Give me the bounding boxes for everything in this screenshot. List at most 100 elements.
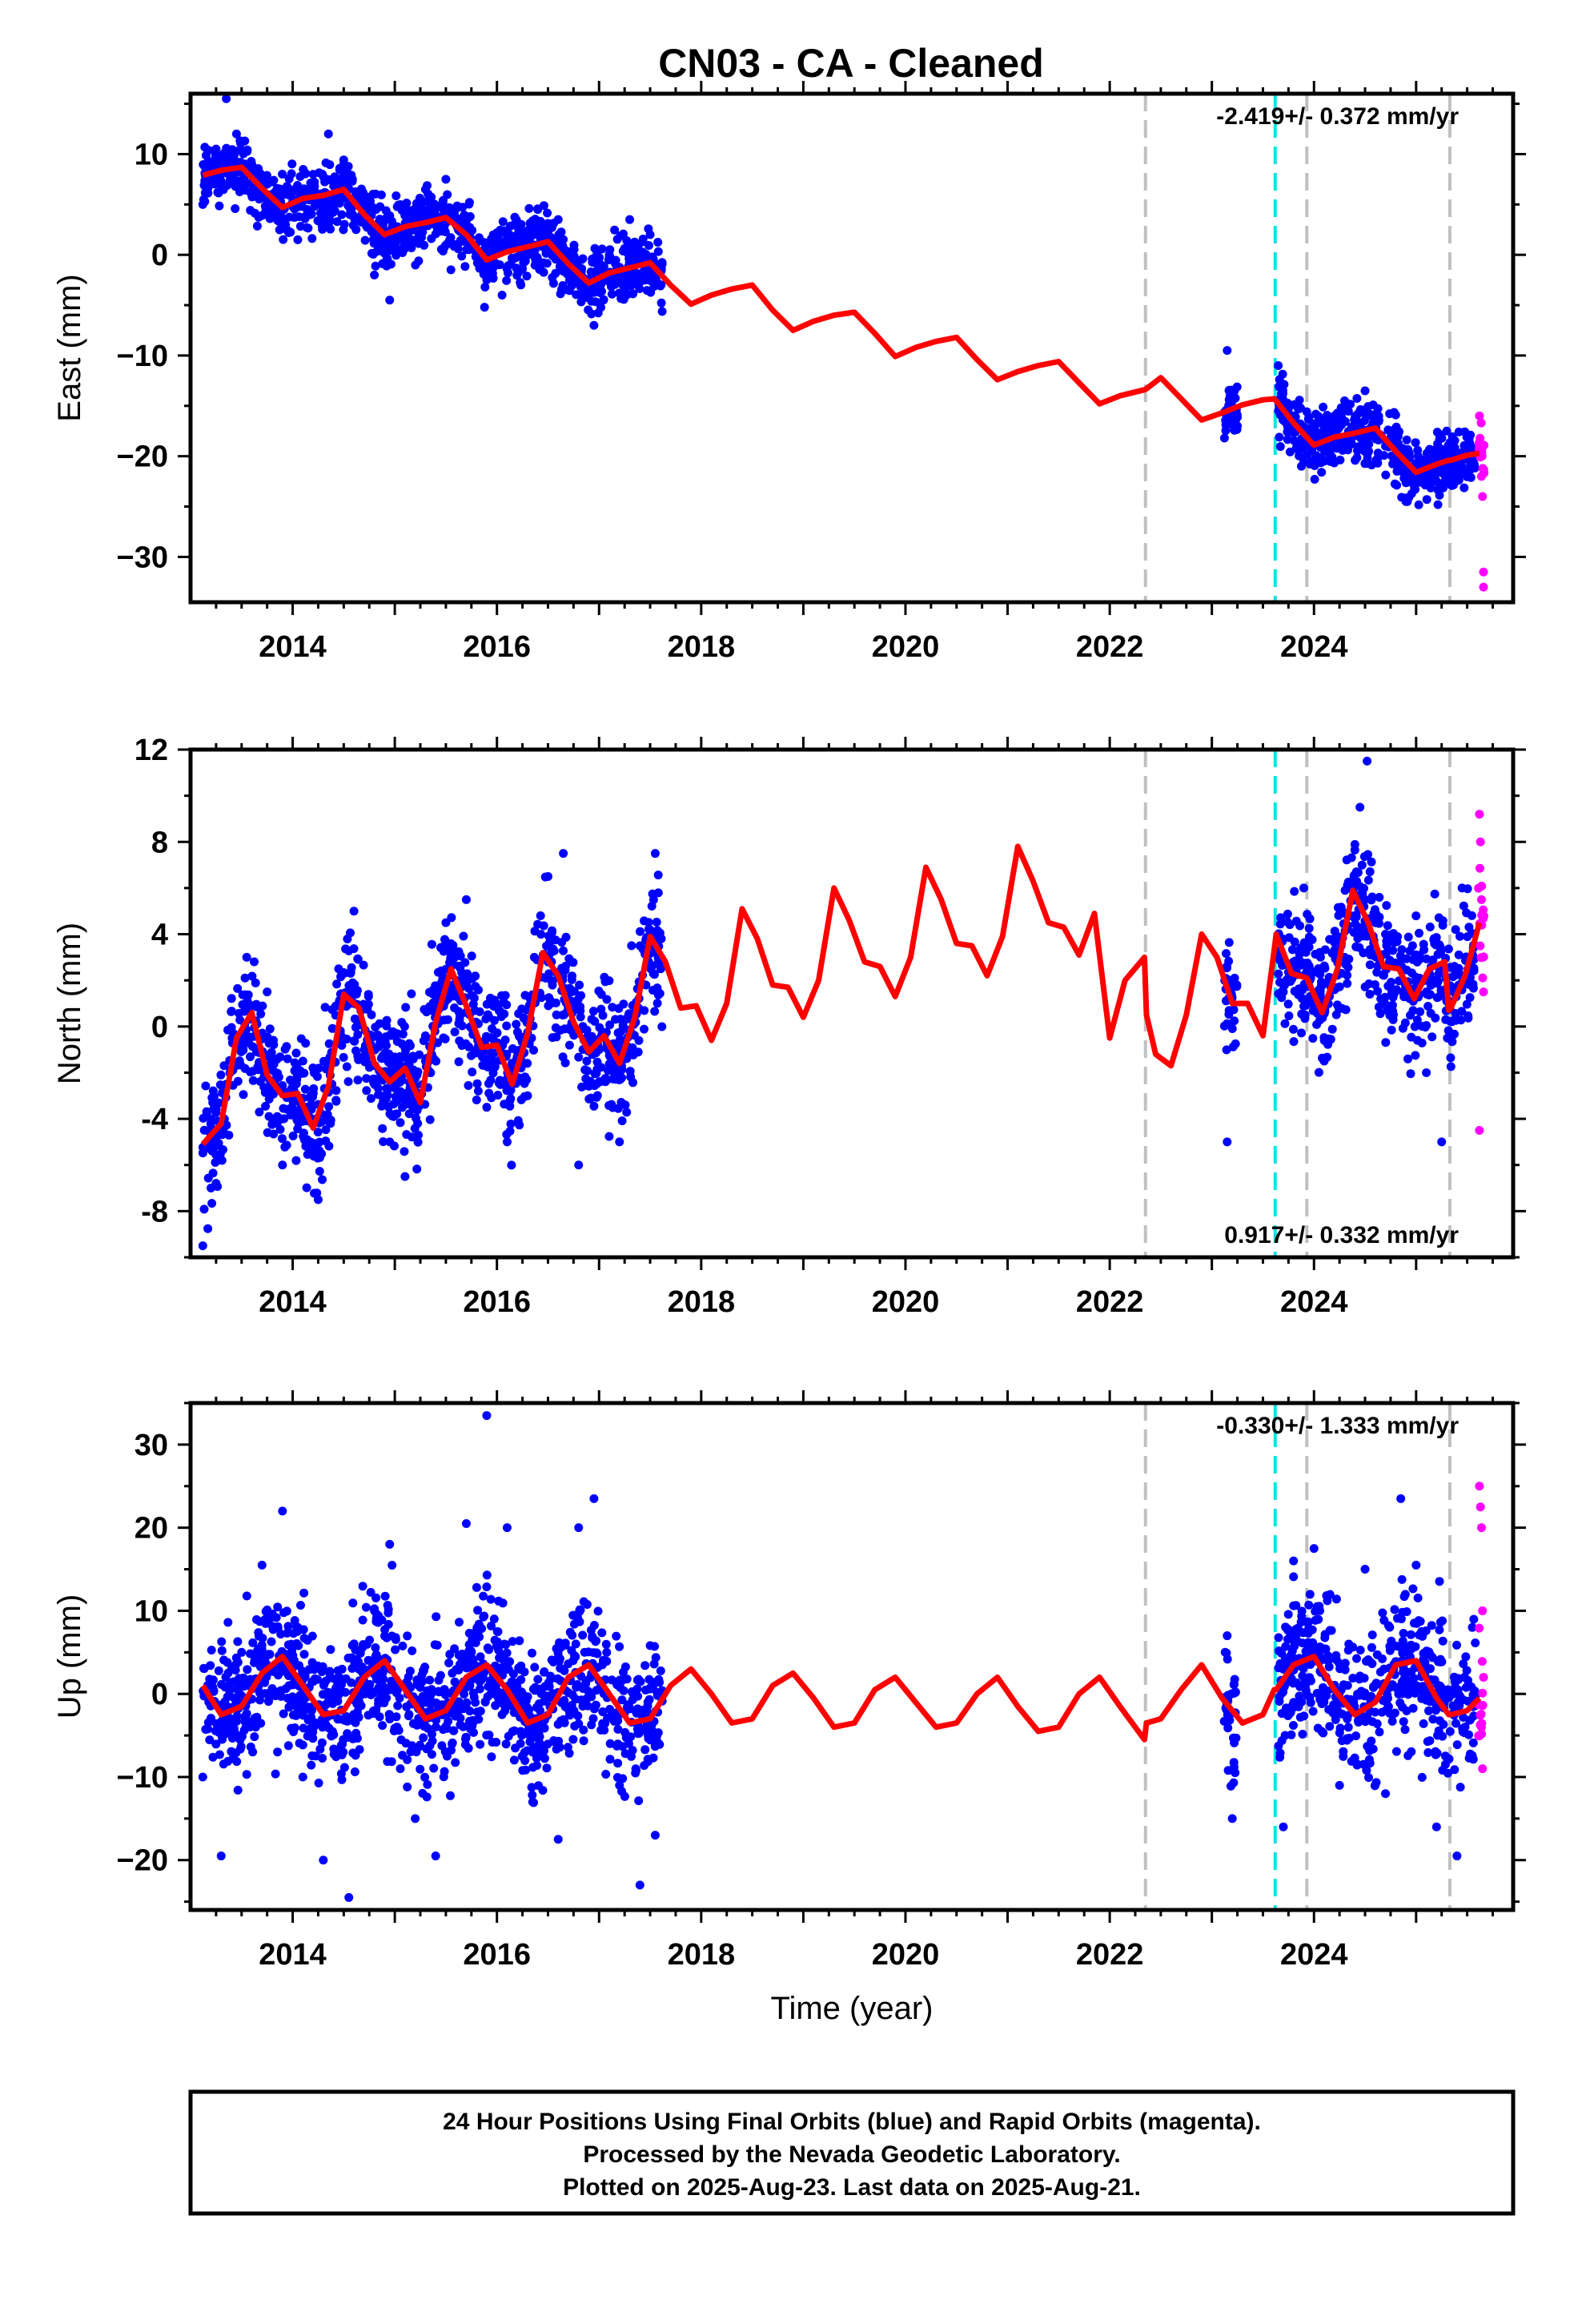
final-orbit-point: [1453, 969, 1462, 978]
final-orbit-point: [618, 247, 628, 255]
final-orbit-point: [425, 1115, 435, 1124]
final-orbit-point: [240, 1036, 250, 1046]
final-orbit-point: [1426, 483, 1435, 493]
final-orbit-point: [428, 985, 438, 995]
final-orbit-point: [1433, 500, 1443, 509]
final-orbit-point: [394, 200, 404, 210]
final-orbit-point: [1381, 470, 1391, 480]
final-orbit-point: [1403, 932, 1413, 942]
final-orbit-point: [265, 214, 275, 223]
final-orbit-point: [303, 1703, 313, 1712]
final-orbit-point: [589, 320, 599, 330]
final-orbit-point: [366, 196, 375, 206]
y-axis-label: North (mm): [52, 923, 87, 1084]
final-orbit-point: [441, 175, 451, 184]
final-orbit-point: [1308, 1034, 1318, 1043]
final-orbit-point: [1357, 860, 1367, 870]
final-orbit-point: [1447, 432, 1457, 441]
final-orbit-point: [251, 999, 261, 1009]
final-orbit-point: [607, 289, 616, 299]
final-orbit-point: [518, 1689, 528, 1699]
final-orbit-point: [363, 1655, 373, 1665]
final-orbit-point: [472, 1582, 481, 1592]
final-orbit-point: [351, 1728, 361, 1738]
final-orbit-point: [393, 1701, 403, 1711]
final-orbit-point: [582, 1600, 592, 1609]
final-orbit-point: [234, 1683, 243, 1693]
final-orbit-point: [441, 918, 451, 927]
final-orbit-point: [428, 1736, 437, 1746]
rapid-orbit-point: [1476, 472, 1486, 481]
final-orbit-point: [446, 1791, 455, 1800]
final-orbit-point: [280, 1142, 290, 1152]
final-orbit-point: [1289, 1037, 1299, 1047]
final-orbit-point: [350, 1767, 359, 1776]
final-orbit-point: [219, 1061, 229, 1071]
final-orbit-point: [233, 1637, 243, 1647]
final-orbit-point: [1283, 435, 1292, 444]
final-orbit-point: [318, 206, 327, 215]
final-orbit-point: [1411, 950, 1420, 959]
final-orbit-point: [472, 1096, 481, 1104]
final-orbit-point: [198, 1241, 207, 1251]
final-orbit-point: [308, 170, 318, 179]
final-orbit-point: [445, 1650, 455, 1659]
final-orbit-point: [1223, 1137, 1232, 1147]
final-orbit-point: [376, 243, 386, 251]
final-orbit-point: [584, 305, 593, 315]
final-orbit-point: [255, 1649, 265, 1659]
final-orbit-point: [1427, 1032, 1437, 1042]
final-orbit-point: [1351, 456, 1360, 465]
final-orbit-point: [239, 1090, 248, 1100]
final-orbit-point: [1374, 1003, 1383, 1011]
final-orbit-point: [349, 907, 359, 916]
final-orbit-point: [640, 1024, 648, 1034]
final-orbit-point: [224, 1131, 234, 1140]
x-tick-label: 2016: [463, 1285, 531, 1319]
final-orbit-point: [369, 239, 379, 248]
final-orbit-point: [353, 955, 363, 964]
final-orbit-point: [480, 1697, 490, 1707]
final-orbit-point: [273, 1623, 283, 1633]
final-orbit-point: [493, 1091, 503, 1100]
final-orbit-point: [543, 219, 552, 228]
final-orbit-point: [254, 164, 263, 173]
final-orbit-point: [382, 1633, 391, 1642]
final-orbit-point: [246, 1052, 255, 1062]
final-orbit-point: [250, 208, 259, 218]
final-orbit-point: [1446, 1053, 1456, 1063]
rapid-orbit-point: [1478, 952, 1488, 962]
final-orbit-point: [295, 1661, 303, 1671]
final-orbit-point: [1447, 468, 1456, 477]
final-orbit-point: [227, 1007, 236, 1016]
final-orbit-point: [412, 214, 421, 223]
final-orbit-point: [338, 177, 347, 187]
final-orbit-point: [288, 1132, 298, 1140]
final-orbit-point: [454, 961, 464, 971]
final-orbit-point: [1275, 442, 1285, 452]
final-orbit-point: [456, 1703, 465, 1712]
final-orbit-point: [542, 941, 552, 951]
panel-east: 2014 2016 2018 2020 2022 2024100−10−20−30East…: [52, 81, 1526, 664]
final-orbit-point: [618, 1774, 628, 1783]
final-orbit-point: [283, 1054, 292, 1063]
final-orbit-point: [290, 1616, 299, 1625]
final-orbit-point: [345, 210, 355, 219]
final-orbit-point: [533, 919, 543, 929]
final-orbit-point: [1350, 840, 1359, 849]
final-orbit-point: [1434, 913, 1443, 923]
final-orbit-point: [217, 1637, 227, 1647]
final-orbit-point: [378, 1098, 387, 1108]
final-orbit-point: [255, 1108, 264, 1117]
final-orbit-point: [464, 199, 474, 209]
final-orbit-point: [578, 1022, 588, 1031]
final-orbit-point: [1325, 453, 1335, 463]
final-orbit-point: [1222, 949, 1231, 959]
final-orbit-point: [556, 1026, 565, 1035]
final-orbit-point: [1454, 950, 1464, 959]
final-orbit-point: [623, 278, 632, 287]
final-orbit-point: [608, 1710, 617, 1719]
final-orbit-point: [1347, 853, 1356, 862]
final-orbit-point: [352, 1699, 362, 1709]
final-orbit-point: [1287, 945, 1297, 955]
